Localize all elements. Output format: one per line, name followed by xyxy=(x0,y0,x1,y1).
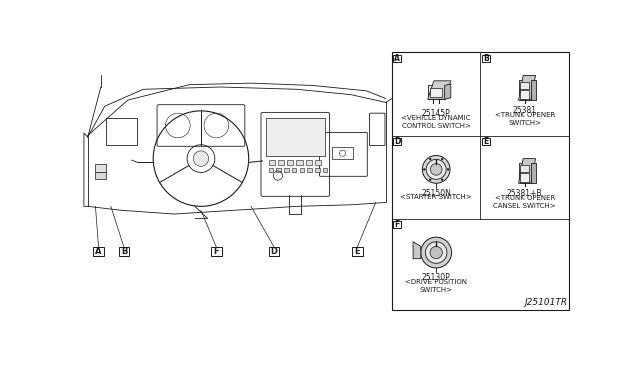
Text: A: A xyxy=(95,247,102,256)
Text: 25381+B: 25381+B xyxy=(507,189,543,198)
Text: E: E xyxy=(355,247,360,256)
Text: 25381: 25381 xyxy=(513,106,537,115)
Text: <DRIVE POSITION
SWITCH>: <DRIVE POSITION SWITCH> xyxy=(405,279,467,293)
Bar xyxy=(394,221,401,228)
Text: F: F xyxy=(214,247,219,256)
Text: 25150N: 25150N xyxy=(421,189,451,198)
Bar xyxy=(211,247,221,256)
Bar xyxy=(284,168,289,172)
Circle shape xyxy=(193,151,209,166)
Polygon shape xyxy=(518,80,531,100)
Circle shape xyxy=(420,237,452,268)
Bar xyxy=(95,164,106,172)
Polygon shape xyxy=(531,163,536,183)
Bar xyxy=(394,138,401,145)
Circle shape xyxy=(429,179,431,181)
Bar xyxy=(315,160,321,165)
Text: <TRUNK OPENER
CANSEL SWITCH>: <TRUNK OPENER CANSEL SWITCH> xyxy=(493,195,556,209)
Bar xyxy=(392,52,569,310)
Circle shape xyxy=(426,242,447,263)
Bar xyxy=(520,90,529,99)
Text: <VEHICLE DYNAMIC
CONTROL SWITCH>: <VEHICLE DYNAMIC CONTROL SWITCH> xyxy=(401,115,471,129)
Bar xyxy=(278,160,284,165)
Bar xyxy=(269,247,280,256)
Bar xyxy=(292,168,296,172)
Bar xyxy=(269,160,275,165)
Circle shape xyxy=(441,158,443,160)
Circle shape xyxy=(441,179,443,181)
Bar xyxy=(520,173,529,182)
Bar xyxy=(482,138,490,145)
Bar xyxy=(520,81,529,89)
Bar xyxy=(300,168,304,172)
Bar xyxy=(482,55,490,62)
Bar xyxy=(287,160,293,165)
Bar xyxy=(307,168,312,172)
Bar xyxy=(269,168,273,172)
Circle shape xyxy=(447,169,449,170)
Bar xyxy=(93,247,104,256)
Text: E: E xyxy=(483,137,488,146)
Circle shape xyxy=(423,169,425,170)
Text: <STARTER SWITCH>: <STARTER SWITCH> xyxy=(401,194,472,200)
Text: A: A xyxy=(394,54,400,62)
Bar xyxy=(430,88,442,97)
Text: B: B xyxy=(121,247,127,256)
Bar xyxy=(276,168,281,172)
Polygon shape xyxy=(428,86,445,99)
Text: D: D xyxy=(271,247,278,256)
Polygon shape xyxy=(445,84,451,99)
Text: <TRUNK OPENER
SWITCH>: <TRUNK OPENER SWITCH> xyxy=(495,112,555,126)
Circle shape xyxy=(430,246,442,259)
Polygon shape xyxy=(518,163,531,183)
Bar xyxy=(296,160,303,165)
Text: 25130P: 25130P xyxy=(422,273,451,282)
Circle shape xyxy=(422,155,450,183)
Bar xyxy=(306,160,312,165)
Bar xyxy=(118,247,129,256)
Text: J25101TR: J25101TR xyxy=(524,298,568,307)
Polygon shape xyxy=(428,81,451,99)
Text: D: D xyxy=(394,137,401,146)
Bar xyxy=(315,168,319,172)
Polygon shape xyxy=(518,76,536,100)
Text: B: B xyxy=(483,54,489,62)
Bar xyxy=(106,118,137,145)
Bar xyxy=(323,168,327,172)
Circle shape xyxy=(426,159,446,179)
Polygon shape xyxy=(518,158,536,183)
Text: F: F xyxy=(395,220,400,229)
Bar xyxy=(266,118,325,156)
Circle shape xyxy=(429,158,431,160)
Bar xyxy=(352,247,363,256)
Bar xyxy=(520,165,529,172)
Bar xyxy=(332,147,353,159)
Polygon shape xyxy=(531,80,536,100)
Circle shape xyxy=(430,164,442,175)
Text: 25145P: 25145P xyxy=(422,109,451,118)
Bar xyxy=(394,55,401,62)
Bar xyxy=(95,173,106,179)
Polygon shape xyxy=(413,242,420,259)
